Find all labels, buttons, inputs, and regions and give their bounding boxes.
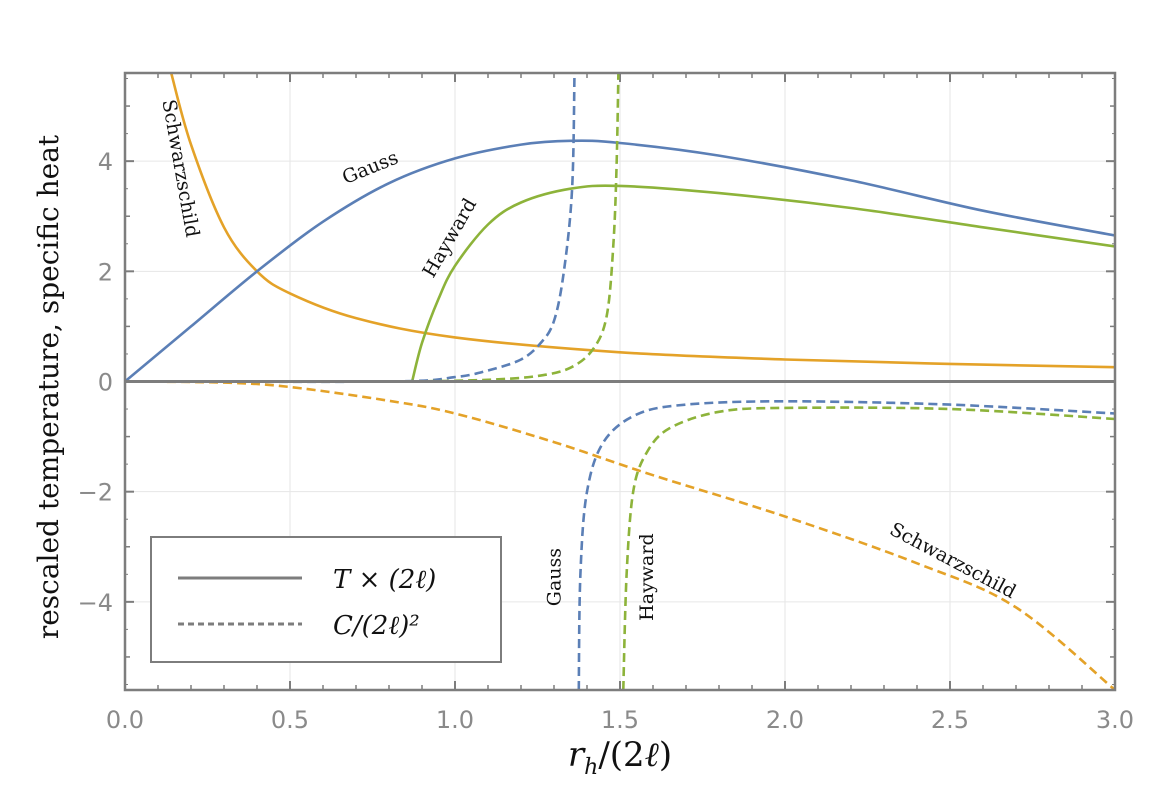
legend-label-specific-heat: C/(2ℓ)² [333, 611, 420, 641]
legend: T × (2ℓ) C/(2ℓ)² [150, 536, 502, 663]
series-line-schwarzschild-t-solid [169, 73, 1115, 369]
curve-label-schwarzschild: Schwarzschild [886, 518, 1020, 603]
x-tick-label: 2.5 [931, 706, 969, 734]
y-tick-labels: 4 2 0 −2 −4 [78, 148, 113, 617]
legend-box [150, 536, 502, 663]
x-axis-title: rh/(2ℓ) [568, 735, 672, 780]
y-tick-label: 0 [98, 369, 113, 397]
x-tick-label: 2.0 [766, 706, 804, 734]
curve-label-hayward: Hayward [418, 195, 481, 282]
x-tick-label: 0.0 [106, 706, 144, 734]
x-tick-label: 1.0 [436, 706, 474, 734]
y-tick-label: −2 [78, 479, 113, 507]
series-line-hayward-t-solid [410, 184, 1115, 382]
series-line-gauss-c-dashed [577, 400, 1115, 690]
series-line-hayward-c-dashed [412, 73, 620, 383]
y-tick-label: 4 [98, 148, 113, 176]
x-tick-label: 0.5 [271, 706, 309, 734]
series-lines [125, 73, 1115, 690]
series-line-hayward-c-dashed [622, 406, 1115, 690]
legend-label-temperature: T × (2ℓ) [333, 565, 436, 595]
x-tick-label: 3.0 [1096, 706, 1134, 734]
y-axis-title: rescaled temperature, specific heat [32, 134, 65, 639]
curve-label-schwarzschild: Schwarzschild [157, 98, 203, 239]
x-tick-labels: 0.0 0.5 1.0 1.5 2.0 2.5 3.0 [106, 706, 1134, 734]
curve-label-gauss: Gauss [544, 548, 566, 606]
plot-frame [123, 71, 1117, 692]
series-line-gauss-t-solid [125, 139, 1115, 383]
y-tick-label: −4 [78, 589, 113, 617]
x-tick-label: 1.5 [601, 706, 639, 734]
series-line-schwarzschild-c-dashed [125, 380, 1115, 690]
curve-label-hayward: Hayward [636, 533, 658, 620]
y-tick-label: 2 [98, 258, 113, 286]
